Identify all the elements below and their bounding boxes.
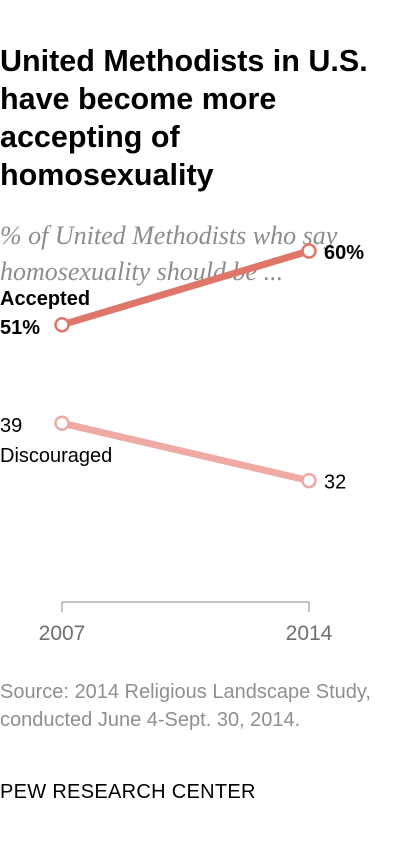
series-line-accepted bbox=[58, 247, 313, 329]
chart-title: United Methodists in U.S. have become mo… bbox=[0, 44, 368, 192]
x-tick-label: 2014 bbox=[286, 622, 333, 645]
data-label: 32 bbox=[324, 472, 346, 494]
line-chart: 2007 2014 Accepted 51% 60% 39 Discouraged 32 bbox=[0, 242, 364, 645]
data-point-accepted bbox=[54, 317, 70, 333]
data-point-discouraged bbox=[54, 415, 70, 431]
x-tick-label: 2007 bbox=[39, 622, 86, 645]
data-point-discouraged bbox=[301, 472, 317, 489]
series-line-discouraged bbox=[58, 419, 313, 485]
data-label: 39 bbox=[0, 415, 22, 437]
series-name-label: Discouraged bbox=[0, 445, 112, 467]
source-note: Source: 2014 Religious Landscape Study, … bbox=[0, 681, 371, 731]
data-label: 60% bbox=[324, 242, 364, 264]
organization-name: PEW RESEARCH CENTER bbox=[0, 781, 256, 803]
data-label: 51% bbox=[0, 317, 40, 339]
data-point-accepted bbox=[301, 243, 317, 259]
series-name-label: Accepted bbox=[0, 288, 90, 310]
